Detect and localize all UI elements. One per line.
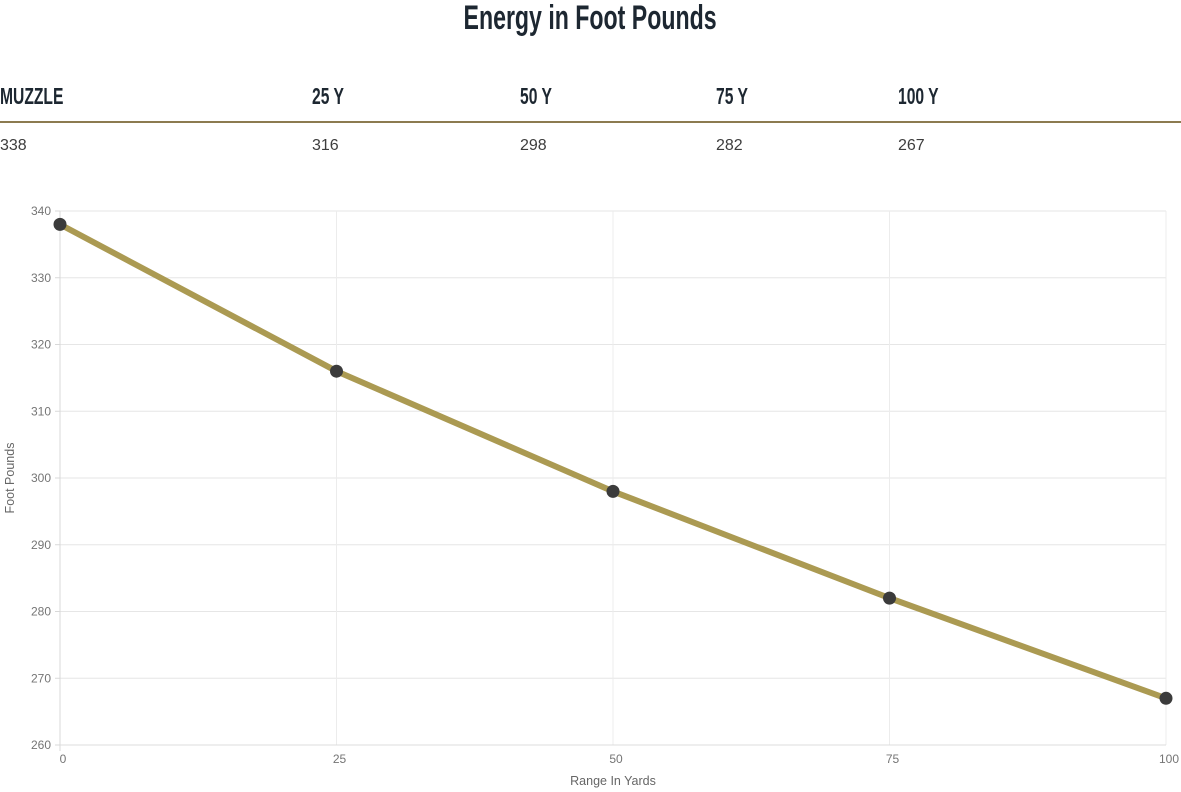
x-tick-label: 75 <box>886 752 900 766</box>
table-value-row: 338 316 298 282 267 <box>0 123 1181 154</box>
data-point-marker <box>883 591 896 605</box>
table-value-muzzle: 338 <box>0 137 27 154</box>
y-tick-label: 270 <box>31 671 51 685</box>
y-tick-label: 260 <box>31 738 51 752</box>
x-axis-title: Range In Yards <box>570 774 656 788</box>
table-header-25y: 25 Y <box>312 83 344 109</box>
table-header-75y: 75 Y <box>716 83 748 109</box>
y-tick-label: 300 <box>31 471 51 485</box>
table-value-50y: 298 <box>520 137 547 154</box>
table-header-100y: 100 Y <box>898 83 939 109</box>
table-value-100y: 267 <box>898 137 925 154</box>
data-point-marker <box>53 217 67 231</box>
page-title-text: Energy in Foot Pounds <box>463 0 718 37</box>
data-point-marker <box>330 364 343 378</box>
table-value-25y: 316 <box>312 137 339 154</box>
table-header-muzzle: MUZZLE <box>0 83 64 109</box>
data-point-marker <box>606 484 620 498</box>
y-tick-label: 310 <box>31 404 51 418</box>
table-header-50y: 50 Y <box>520 83 552 109</box>
y-tick-label: 320 <box>31 338 51 352</box>
energy-table: MUZZLE 25 Y 50 Y 75 Y 100 Y 338 316 298 … <box>0 84 1181 154</box>
table-value-75y: 282 <box>716 137 743 154</box>
energy-line-chart: 260 270 280 290 300 310 320 330 340 0 25 50 75 100 Foo… <box>0 192 1181 792</box>
x-tick-label: 25 <box>333 752 347 766</box>
energy-line-chart-svg: 260 270 280 290 300 310 320 330 340 0 25 50 75 100 Foo… <box>3 204 1179 788</box>
x-tick-label: 50 <box>609 752 623 766</box>
x-tick-label: 100 <box>1159 752 1179 766</box>
y-tick-label: 340 <box>31 204 51 218</box>
y-tick-label: 290 <box>31 538 51 552</box>
x-tick-label: 0 <box>60 752 67 766</box>
table-header-row: MUZZLE 25 Y 50 Y 75 Y 100 Y <box>0 84 1181 123</box>
y-tick-label: 330 <box>31 271 51 285</box>
page-title: Energy in Foot Pounds <box>0 0 1181 40</box>
y-tick-label: 280 <box>31 605 51 619</box>
y-axis-title: Foot Pounds <box>3 443 17 514</box>
data-point-marker <box>1159 691 1173 705</box>
